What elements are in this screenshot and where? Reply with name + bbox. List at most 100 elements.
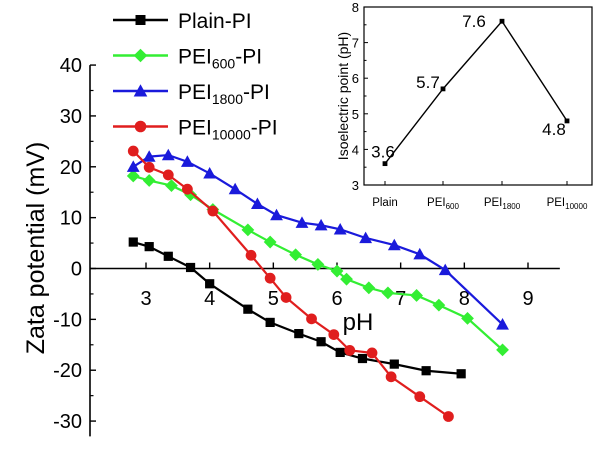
data-point xyxy=(496,318,509,330)
inset-series-line xyxy=(384,20,568,165)
inset-y-tick-label: 7 xyxy=(352,36,359,51)
x-tick-label: 4 xyxy=(204,288,215,310)
x-tick-label: 8 xyxy=(459,288,470,310)
y-tick-label: -10 xyxy=(53,309,82,331)
data-point xyxy=(181,183,193,195)
x-axis-label: pH xyxy=(343,309,374,336)
legend-entry: PEI600-PI xyxy=(113,46,262,72)
data-point xyxy=(203,166,217,179)
series-line xyxy=(132,153,504,326)
legend: Plain-PI PEI600-PI PEI1800-PI PEI10000-PI xyxy=(113,10,278,143)
y-tick-label: -20 xyxy=(53,360,82,382)
y-tick-label: 40 xyxy=(60,55,82,77)
data-point xyxy=(280,292,292,303)
legend-marker xyxy=(135,15,146,25)
x-tick-label: 9 xyxy=(522,288,533,310)
inset-x-tick-label: PEI600 xyxy=(427,197,459,211)
legend-label: Plain-PI xyxy=(178,10,252,33)
data-point xyxy=(357,353,368,364)
data-point xyxy=(330,264,344,278)
x-tick-label: 3 xyxy=(140,288,151,310)
data-point xyxy=(126,169,140,183)
series-PEI600-PI xyxy=(126,169,509,357)
y-tick-label: 0 xyxy=(71,259,82,281)
data-point xyxy=(389,359,399,369)
data-point xyxy=(496,343,509,357)
data-point xyxy=(359,231,373,244)
inset-data-point xyxy=(440,86,446,92)
main-axes: 40 30 20 10 0 -10 -20 -30 3 4 5 6 7 8 9 pH Zata potentia… xyxy=(22,55,560,437)
legend-marker xyxy=(133,48,148,63)
data-point xyxy=(265,317,275,328)
main-series xyxy=(126,145,509,422)
data-point xyxy=(264,272,276,284)
data-point xyxy=(432,298,446,312)
data-point xyxy=(421,366,431,376)
data-point xyxy=(228,182,242,195)
data-point xyxy=(180,155,194,167)
data-point xyxy=(333,222,347,235)
legend-label: PEI1800-PI xyxy=(178,81,270,107)
legend-entry: PEI1800-PI xyxy=(113,81,270,107)
data-point xyxy=(381,286,395,300)
inset-y-axis-label: Isoelectric point (pH) xyxy=(335,32,351,160)
x-tick-label: 6 xyxy=(331,288,342,310)
data-point xyxy=(144,242,154,252)
series-Plain-PI xyxy=(128,237,466,379)
data-point xyxy=(263,235,277,249)
legend-entry: PEI10000-PI xyxy=(113,117,278,143)
data-point xyxy=(241,223,255,237)
legend-entry: Plain-PI xyxy=(113,10,252,33)
inset-data-label: 7.6 xyxy=(462,12,486,31)
data-point xyxy=(335,347,345,358)
data-point xyxy=(161,148,175,161)
x-tick-label: 7 xyxy=(395,288,406,310)
series-PEI1800-PI xyxy=(126,148,509,330)
inset-y-tick-label: 4 xyxy=(352,142,359,157)
data-point xyxy=(294,328,304,339)
data-point xyxy=(344,344,356,356)
inset-data-point xyxy=(564,118,570,124)
inset-data-point xyxy=(382,161,388,167)
data-point xyxy=(295,216,309,228)
inset-x-tick-label: Plain xyxy=(372,197,398,209)
data-point xyxy=(163,251,173,261)
inset-data-point xyxy=(499,18,505,24)
data-point xyxy=(185,262,196,273)
data-point xyxy=(311,258,325,271)
data-point xyxy=(243,304,253,314)
data-point xyxy=(414,391,426,403)
data-point xyxy=(245,249,257,261)
series-PEI10000-PI xyxy=(127,145,454,422)
data-point xyxy=(316,337,326,347)
y-tick-label: 10 xyxy=(60,208,82,230)
legend-label: PEI10000-PI xyxy=(178,117,278,143)
inset-data-label: 3.6 xyxy=(371,143,395,162)
data-point xyxy=(251,197,264,210)
data-point xyxy=(289,248,303,262)
y-tick-label: -30 xyxy=(53,411,82,433)
data-point xyxy=(306,313,317,325)
data-point xyxy=(413,247,427,260)
inset-y-tick-label: 6 xyxy=(352,71,359,86)
inset-data-label: 5.7 xyxy=(416,73,440,92)
data-point xyxy=(165,179,178,193)
data-point xyxy=(461,311,474,325)
x-tick-label: 5 xyxy=(268,288,279,310)
y-tick-label: 30 xyxy=(60,106,82,128)
data-point xyxy=(410,289,423,302)
data-point xyxy=(205,279,215,289)
legend-marker xyxy=(133,84,148,97)
inset-y-tick-label: 3 xyxy=(352,178,359,193)
data-point xyxy=(127,145,139,157)
legend-marker xyxy=(134,120,147,133)
data-point xyxy=(128,237,138,247)
inset-y-tick-label: 5 xyxy=(352,107,359,122)
data-point xyxy=(340,272,353,286)
data-point xyxy=(366,347,378,359)
data-point xyxy=(314,218,328,231)
inset-x-tick-label: PEI10000 xyxy=(547,197,588,211)
data-point xyxy=(387,238,401,251)
